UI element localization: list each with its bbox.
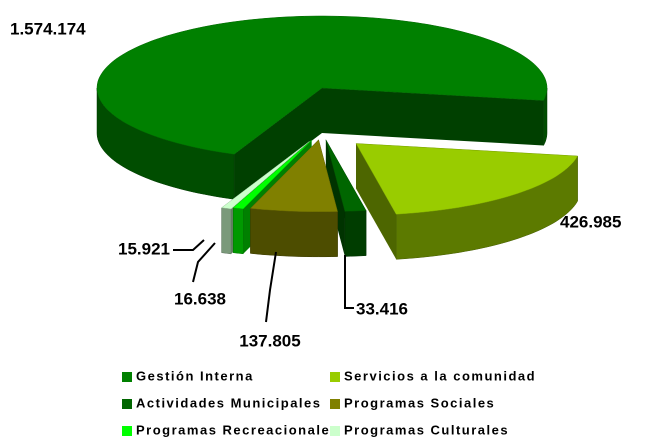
slice-side	[322, 88, 544, 146]
slice	[325, 139, 367, 212]
slice-side	[221, 207, 232, 255]
legend-label: Servicios a la comunidad	[344, 368, 536, 383]
legend-label: Programas Sociales	[344, 395, 495, 410]
slice	[220, 141, 310, 210]
legend-swatch	[330, 399, 340, 409]
legend-swatch	[122, 372, 132, 382]
slice	[249, 139, 338, 213]
leader-line	[173, 239, 205, 251]
slice-side	[344, 210, 367, 257]
slice-side	[356, 143, 397, 260]
legend-swatch	[122, 399, 132, 409]
value-label: 426.985	[560, 212, 621, 231]
legend-label: Programas Recreacionales	[136, 422, 339, 437]
leader-line	[344, 255, 354, 309]
slice	[355, 143, 579, 215]
value-label: 1.574.174	[10, 19, 86, 38]
legend-swatch	[122, 426, 132, 436]
value-label: 33.416	[356, 299, 408, 318]
legend-label: Actividades Municipales	[136, 395, 322, 410]
value-label: 16.638	[174, 289, 226, 308]
legend-swatch	[330, 426, 340, 436]
slice	[232, 140, 312, 210]
legend-label: Gestión Interna	[136, 368, 254, 383]
leader-line	[192, 242, 216, 283]
slice	[96, 15, 548, 155]
leader-line	[265, 251, 277, 323]
slice-side	[250, 208, 338, 258]
value-label: 15.921	[118, 239, 170, 258]
value-label: 137.805	[239, 331, 300, 350]
legend-swatch	[330, 372, 340, 382]
legend-label: Programas Culturales	[344, 422, 509, 437]
slice-side	[234, 88, 322, 200]
slice-side	[232, 207, 244, 255]
slice-side	[325, 139, 345, 257]
